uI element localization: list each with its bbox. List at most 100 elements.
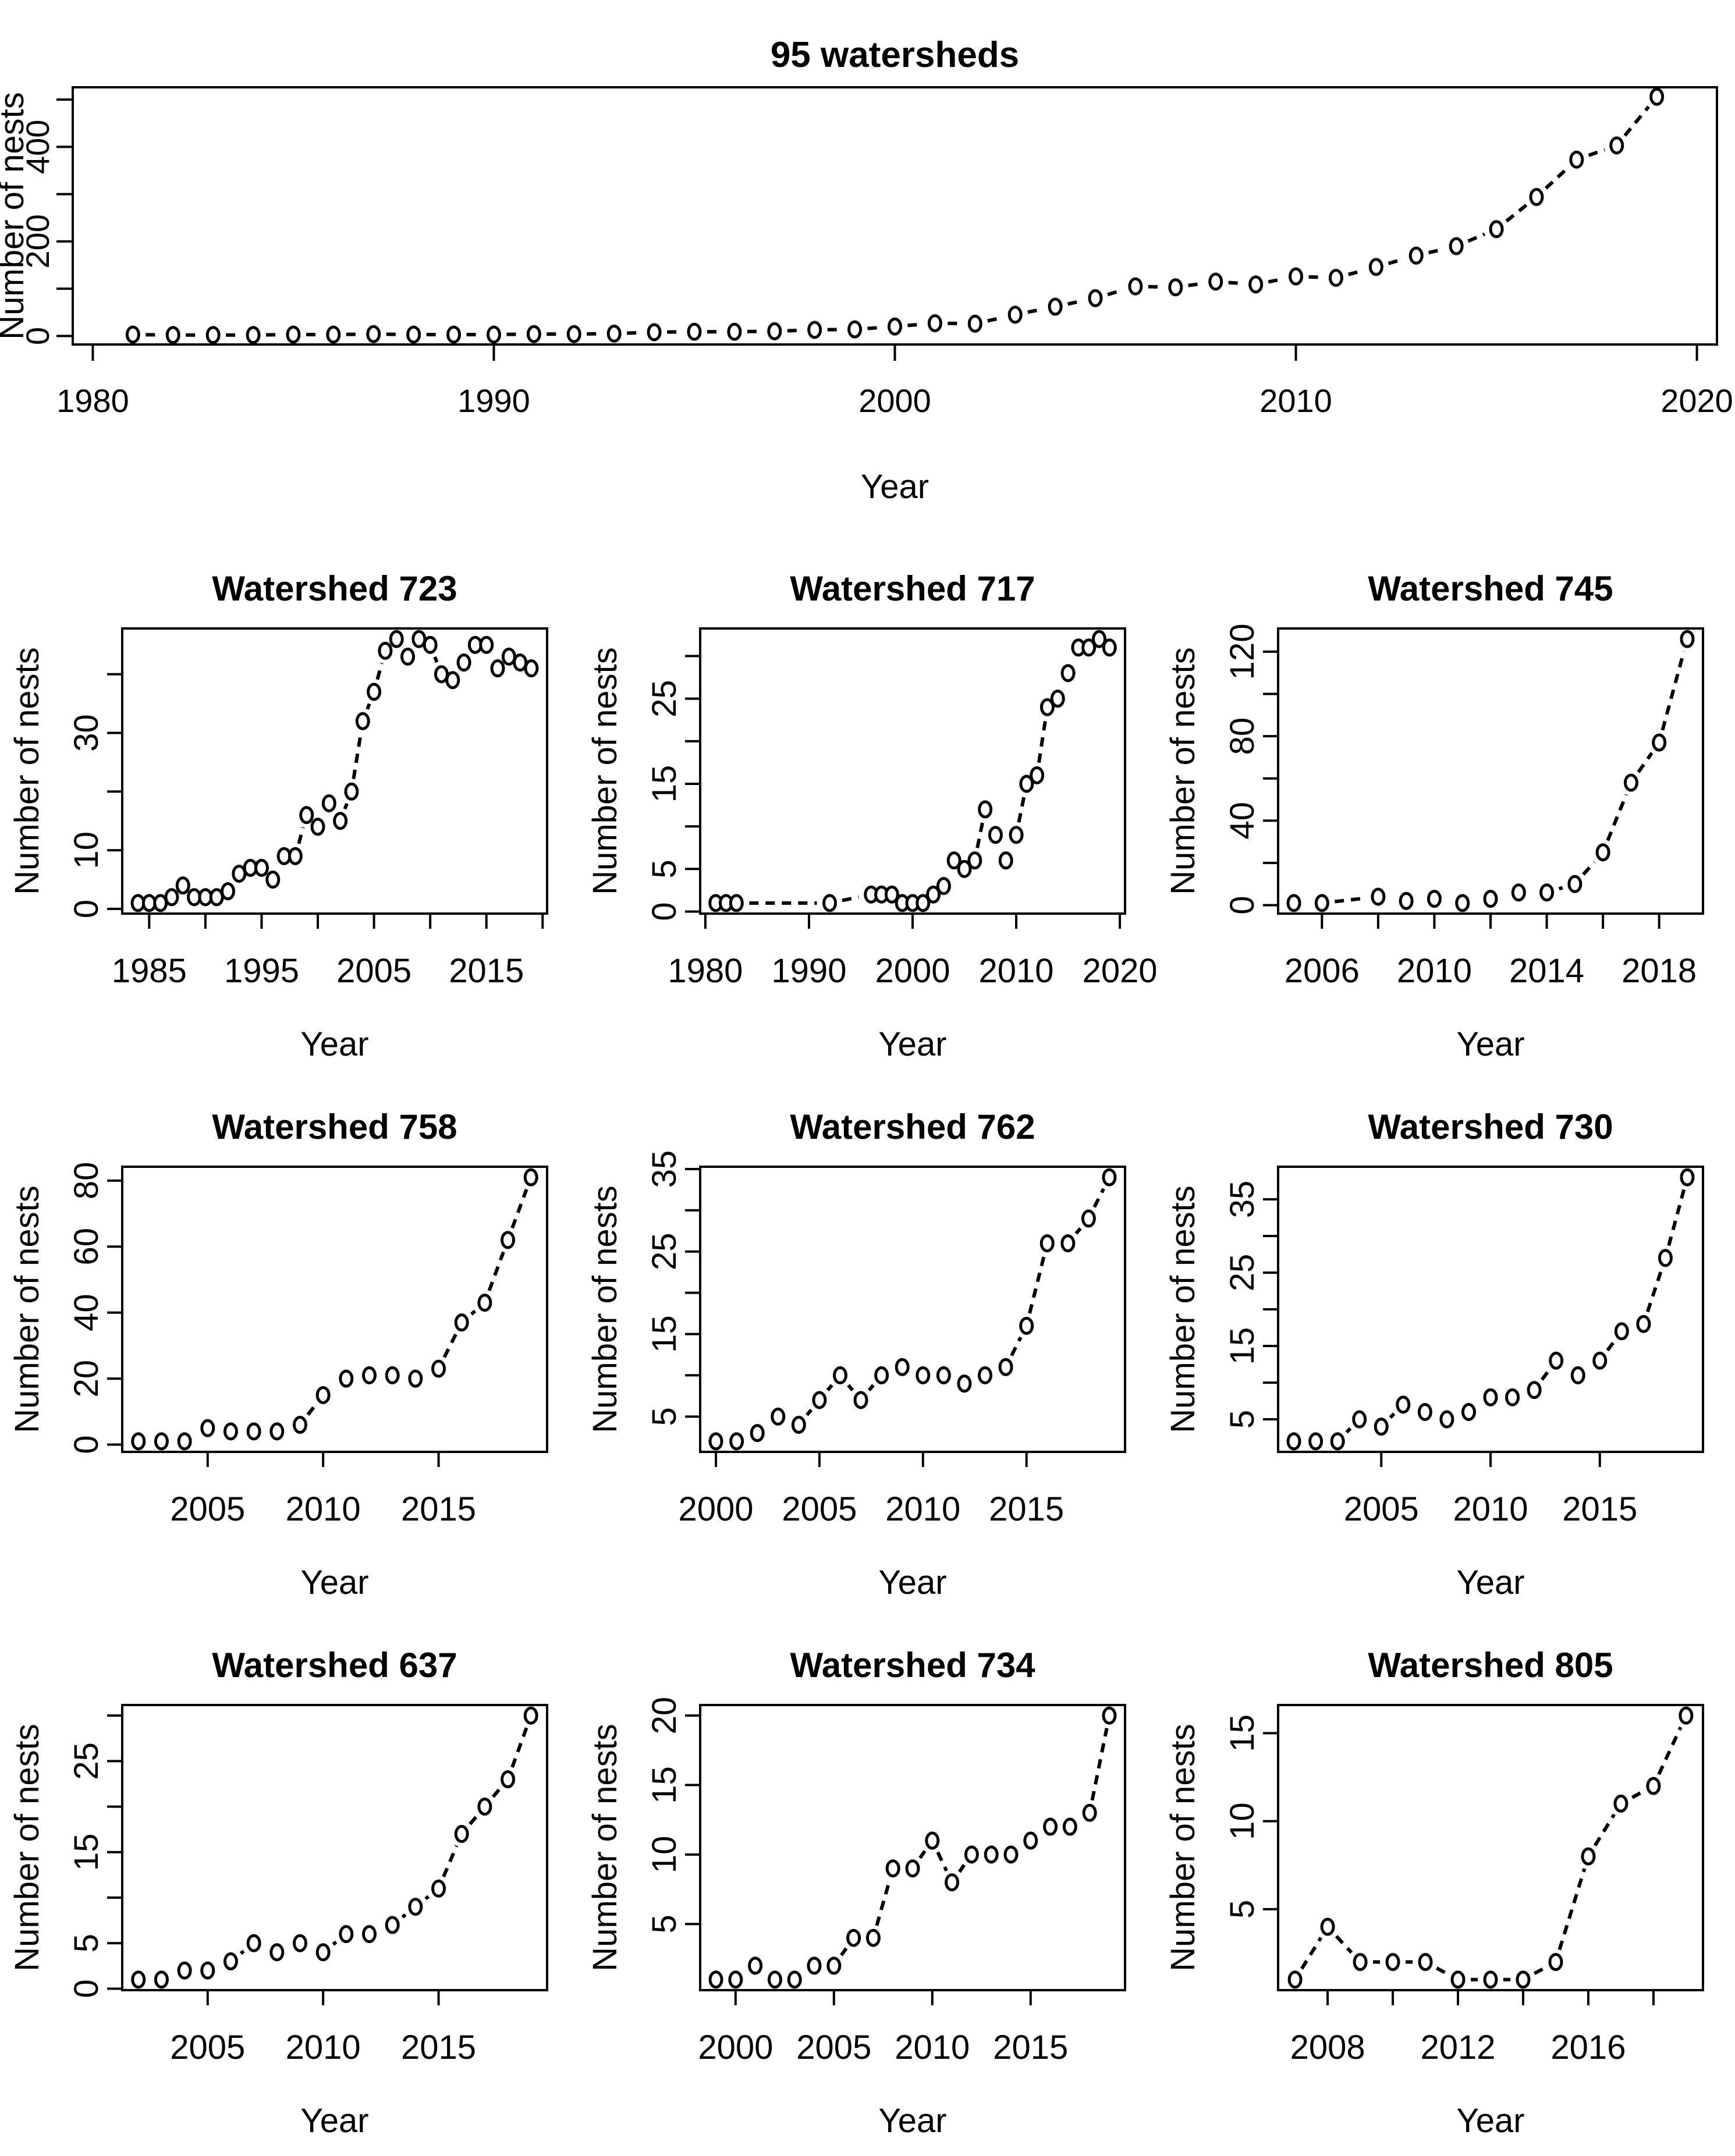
y-axis: 0 5 15 25	[645, 655, 700, 921]
data-point	[1081, 1209, 1096, 1228]
x-tick-label: 2000	[875, 952, 950, 990]
y-axis-label: Number of nests	[8, 1185, 46, 1433]
data-point	[1368, 258, 1383, 276]
data-point	[771, 1407, 786, 1426]
y-tick-label: 25	[645, 680, 683, 718]
data-point	[486, 325, 501, 344]
data-point	[729, 1432, 744, 1451]
data-point	[362, 1366, 377, 1384]
plot-box	[1277, 1704, 1704, 1991]
data-point	[812, 1391, 827, 1409]
data-point	[1569, 150, 1584, 169]
data-point	[479, 635, 494, 654]
data-point	[916, 1366, 931, 1384]
chart-w717: Watershed 717 1980 1990 2000 2010 2020 0 5 15 25 Y…	[586, 569, 1156, 1063]
data-point	[1286, 1432, 1301, 1451]
data-point	[385, 1916, 400, 1934]
data-point	[1082, 1803, 1097, 1822]
data-point	[477, 1294, 492, 1312]
data-point	[1609, 136, 1624, 155]
line-segment	[1606, 1340, 1616, 1352]
data-point	[853, 1391, 868, 1409]
x-tick-label: 2010	[895, 2029, 970, 2066]
data-point	[946, 851, 961, 870]
data-point	[431, 1359, 446, 1378]
chart-w758: Watershed 758 2005 2010 2015 0 20 40 60 80 Year Nu…	[8, 1107, 548, 1601]
data-point	[998, 851, 1013, 870]
plot-box	[1277, 1166, 1704, 1453]
x-axis-label: Year	[878, 2102, 946, 2140]
chart-w805: Watershed 805 2008 2012 2016 5 10 15 Year Number…	[1164, 1646, 1704, 2140]
series-line	[297, 656, 439, 844]
data-point	[292, 1415, 307, 1434]
data-point	[501, 1231, 516, 1249]
data-point	[1636, 1315, 1651, 1333]
line-segment	[918, 1850, 927, 1859]
data-point	[1308, 1432, 1324, 1451]
y-tick-label: 0	[68, 900, 105, 918]
line-segment	[1505, 203, 1528, 223]
data-point	[1449, 237, 1464, 255]
data-point	[1581, 1847, 1596, 1866]
series-line	[146, 105, 1650, 337]
data-point	[729, 894, 744, 912]
line-segment	[1107, 288, 1124, 297]
data-point	[1102, 1168, 1117, 1187]
line-segment	[1067, 299, 1084, 306]
x-tick-label: 2005	[170, 1490, 245, 1528]
line-segment	[867, 325, 882, 331]
data-point	[333, 812, 348, 830]
data-point	[321, 794, 336, 812]
data-point	[200, 1419, 215, 1437]
data-point	[647, 323, 662, 342]
line-segment	[1558, 886, 1563, 891]
y-tick-label: 5	[1223, 1410, 1261, 1429]
data-point	[378, 641, 393, 660]
data-point	[1048, 297, 1063, 316]
data-point	[708, 1432, 723, 1451]
x-tick-label: 1980	[668, 952, 743, 990]
data-point	[936, 1366, 951, 1384]
y-tick-label: 20	[645, 1697, 683, 1735]
chart-w734: Watershed 734 2000 2005 2010 2015 5 10 15 20 Year…	[586, 1646, 1126, 2140]
data-point	[200, 1961, 215, 1980]
x-axis-label: Year	[300, 1564, 368, 1601]
line-segment	[433, 656, 439, 663]
y-axis: 5 10 15 20	[645, 1697, 700, 1933]
line-segment	[867, 1384, 875, 1392]
chart-title: Watershed 805	[1368, 1646, 1613, 1685]
x-tick-label: 1990	[457, 382, 530, 419]
data-point	[164, 888, 179, 907]
plot-box	[121, 1166, 548, 1453]
x-tick-label: 2014	[1509, 952, 1584, 990]
x-axis-label: Year	[300, 1025, 368, 1063]
x-axis: 1980 1990 2000 2010 2020	[668, 914, 1156, 990]
data-point	[1088, 289, 1103, 307]
panel-w717: Watershed 717 1980 1990 2000 2010 2020 0 5 15 25 Y…	[578, 541, 1156, 1079]
line-segment	[1593, 1813, 1616, 1846]
data-point	[847, 320, 863, 339]
data-point	[1623, 773, 1638, 792]
data-point	[1396, 1395, 1411, 1414]
y-tick-label: 60	[68, 1228, 105, 1266]
line-segment	[1667, 1189, 1686, 1246]
data-point	[874, 1366, 889, 1384]
data-point	[822, 894, 838, 912]
data-point	[807, 1956, 822, 1975]
x-tick-label: 2010	[979, 952, 1054, 990]
line-segment	[442, 1845, 459, 1878]
series-points	[1286, 1168, 1695, 1451]
line-segment	[1631, 1790, 1643, 1799]
line-segment	[510, 1188, 528, 1229]
y-tick-label: 10	[68, 832, 105, 869]
line-segment	[1540, 1370, 1550, 1381]
y-tick-label: 200	[19, 214, 56, 268]
chart-title: Watershed 758	[212, 1107, 457, 1146]
x-tick-label: 2012	[1421, 2029, 1496, 2066]
data-point	[1003, 1845, 1019, 1864]
line-segment	[842, 895, 859, 903]
line-segment	[957, 1864, 966, 1873]
line-segment	[1588, 148, 1606, 157]
panels-grid: Watershed 723 1985 1995 2005 2015 0 10 30 Year Nu…	[0, 541, 1735, 2156]
chart-w730: Watershed 730 2005 2010 2015 5 15 25 35 Year Numb…	[1164, 1107, 1704, 1601]
